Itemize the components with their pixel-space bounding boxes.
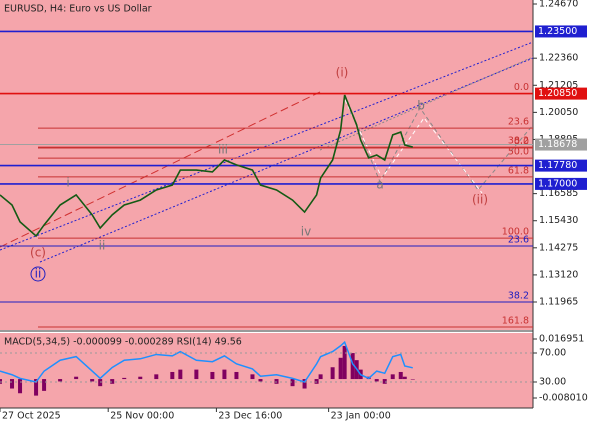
wave-label: ii: [35, 267, 42, 281]
price-line: [0, 94, 413, 238]
macd-bar: [374, 379, 379, 382]
projection: [344, 94, 534, 191]
price-box: [535, 138, 587, 151]
macd-bar: [330, 367, 335, 380]
macd-bar: [138, 376, 143, 380]
wave-circle: [30, 266, 46, 282]
macd-bar: [58, 379, 63, 382]
fib-label: 38.2: [508, 136, 529, 147]
y-tick-label: 70.00: [539, 348, 566, 359]
macd-bar: [42, 379, 47, 391]
fib-label: 38.2: [508, 290, 529, 301]
price-box: [535, 87, 587, 100]
y-tick-label: 1.24670: [539, 0, 578, 10]
macd-bar: [122, 377, 127, 380]
fib-label: 0.0: [514, 82, 529, 93]
macd-bar: [74, 376, 79, 380]
y-tick-label: 1.11965: [539, 296, 578, 307]
x-tick-label: 23 Jan 00:00: [331, 411, 391, 422]
price-label: 1.20850: [538, 88, 577, 99]
macd-bar: [34, 379, 39, 396]
wave-label: (ii): [472, 193, 488, 207]
macd-bar: [154, 374, 159, 380]
macd-bar: [274, 379, 279, 384]
macd-bar: [210, 371, 215, 380]
macd-bar: [10, 379, 15, 389]
y-tick-label: 1.20050: [539, 107, 578, 118]
x-tick-label: 23 Dec 16:00: [218, 411, 282, 422]
rsi-line: [0, 340, 413, 383]
y-tick-label: 1.16585: [539, 188, 578, 199]
indicator-title: MACD(5,34,5) -0.000099 -0.000289 RSI(14)…: [4, 337, 242, 348]
wave-label: (c): [30, 246, 46, 260]
macd-bar: [318, 374, 323, 380]
price-label: 1.18678: [538, 139, 577, 150]
macd-bar: [170, 371, 175, 380]
y-tick-label: 1.15430: [539, 215, 578, 226]
macd-bar: [90, 379, 95, 382]
macd-bar: [234, 371, 239, 380]
wave-label: iv: [301, 225, 311, 239]
fib-label: 100.0: [502, 227, 529, 238]
y-tick-label: 1.22360: [539, 53, 578, 64]
channel-line: [0, 41, 534, 251]
wave-label: iii: [218, 143, 228, 157]
macd-bar: [402, 376, 407, 380]
x-tick-label: 27 Oct 2025: [2, 411, 61, 422]
price-box: [535, 25, 587, 38]
x-tick-label: 25 Nov 00:00: [110, 411, 174, 422]
price-box: [535, 159, 587, 172]
fib-label: 50.0: [508, 147, 529, 158]
y-tick-label: 0.016951: [539, 333, 584, 344]
wave-label: ii: [99, 239, 106, 253]
macd-bar: [110, 379, 115, 384]
macd-bar: [222, 369, 227, 380]
wave-label: (i): [336, 66, 349, 80]
indicator-panel: [0, 333, 533, 408]
fib-label: 23.6: [508, 117, 529, 128]
macd-bar: [178, 369, 183, 380]
y-tick-label: 1.21205: [539, 80, 578, 91]
macd-bar: [398, 371, 403, 380]
macd-bar: [290, 379, 295, 387]
y-tick-label: -0.008010: [539, 392, 588, 403]
macd-bar: [342, 345, 347, 380]
macd-bar: [0, 379, 2, 384]
fib-label: 61.8: [508, 165, 529, 176]
macd-bar: [258, 379, 263, 382]
macd-bar: [18, 379, 23, 394]
wave-label: i: [66, 176, 69, 190]
macd-bar: [98, 379, 103, 387]
channel-line: [319, 56, 534, 151]
y-tick-label: 30.00: [539, 376, 566, 387]
wave-label: a: [376, 178, 383, 192]
price-box: [535, 177, 587, 190]
price-label: 1.17780: [538, 160, 577, 171]
macd-bar: [382, 379, 387, 384]
macd-bar: [338, 357, 343, 380]
macd-bar: [302, 379, 307, 389]
y-tick-label: 1.13120: [539, 269, 578, 280]
macd-bar: [250, 374, 255, 380]
fib-label: 161.8: [502, 315, 529, 326]
macd-bar: [410, 379, 415, 380]
chart-title: EURUSD, H4: Euro vs US Dollar: [4, 4, 152, 15]
fib-label: 23.6: [508, 235, 529, 246]
fib-label: 0.0: [514, 137, 529, 148]
wave-label: b: [417, 99, 425, 113]
macd-bar: [314, 379, 319, 384]
macd-bar: [350, 353, 355, 380]
macd-bar: [194, 369, 199, 380]
channel-line: [39, 57, 534, 263]
price-label: 1.17000: [538, 178, 577, 189]
macd-bar: [390, 374, 395, 380]
y-tick-label: 1.14275: [539, 242, 578, 253]
price-label: 1.23500: [538, 26, 577, 37]
